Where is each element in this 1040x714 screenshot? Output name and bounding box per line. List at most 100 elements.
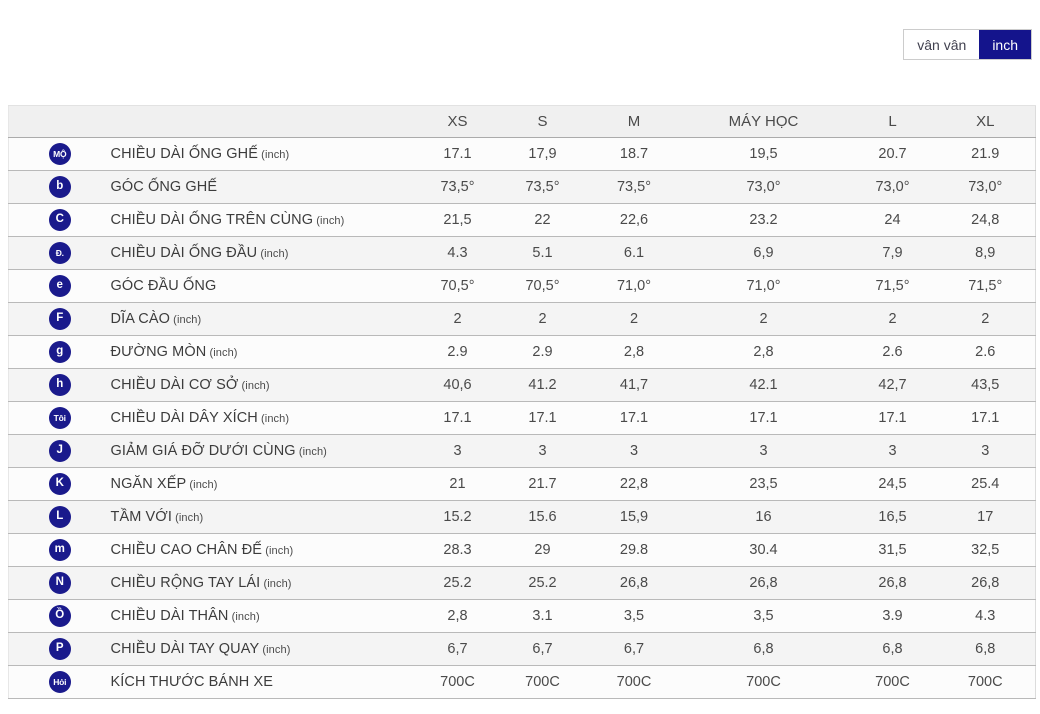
cell-value: 73,5° [616, 179, 652, 195]
table-row: C CHIỀU DÀI ỐNG TRÊN CÙNG (inch) 21,5 22 22,… [8, 203, 1036, 237]
cell-value: 23,5 [749, 476, 778, 492]
table-row: J GIẢM GIÁ ĐỠ DƯỚI CÙNG (inch) 3 3 3 3 3 3 [8, 434, 1036, 468]
cell-value: 2 [629, 311, 639, 327]
row-unit: (inch) [186, 479, 218, 491]
row-label-text: TẦM VỚI [110, 509, 172, 525]
cell-value: 29 [534, 542, 551, 558]
cell-value: 700C [967, 674, 1003, 690]
row-label: DĨA CÀO (inch) [111, 303, 421, 336]
badge-cell: h [9, 369, 111, 402]
cell-value: 21,5 [443, 212, 472, 228]
cell-value: 73,0° [746, 179, 781, 195]
row-badge: MỘ [48, 143, 71, 165]
column-header: S [537, 113, 548, 130]
cell-value: 3 [538, 443, 547, 459]
badge-cell: J [9, 435, 111, 468]
table-row: N CHIỀU RỘNG TAY LÁI (inch) 25.2 25.2 26,8 26… [8, 566, 1036, 600]
cell-value: 3,5 [623, 608, 645, 624]
row-label-text: DĨA CÀO [110, 311, 171, 327]
cell-value: 7,9 [882, 245, 903, 261]
label-column-header [111, 106, 421, 138]
cell-value: 8,9 [975, 245, 996, 261]
cell-value: 2 [453, 311, 462, 327]
cell-value: 6,8 [882, 641, 903, 657]
badge-cell: Tôi [9, 402, 111, 435]
cell-value: 5.1 [532, 245, 553, 261]
unit-toggle-cm-button[interactable]: vân vân [904, 30, 980, 59]
cell-value: 17.1 [878, 410, 907, 426]
row-badge: Đ. [48, 242, 71, 264]
cell-value: 3 [629, 443, 639, 459]
row-label-text: CHIỀU DÀI THÂN [110, 608, 229, 624]
cell-value: 17.1 [443, 146, 472, 162]
badge-cell: Hỏi [9, 666, 111, 699]
cell-value: 15,9 [619, 509, 649, 525]
row-label-text: CHIỀU DÀI TAY QUAY [110, 641, 260, 657]
row-badge: Tôi [48, 407, 71, 429]
cell-value: 17.1 [749, 410, 778, 426]
column-header: L [888, 113, 897, 130]
row-label: CHIỀU DÀI THÂN (inch) [111, 600, 421, 633]
cell-value: 3,5 [753, 608, 774, 624]
cell-value: 3 [888, 443, 897, 459]
table-row: m CHIỀU CAO CHÂN ĐẾ (inch) 28.3 29 29.8 30.4 3… [8, 533, 1036, 567]
cell-value: 700C [440, 674, 475, 690]
cell-value: 18.7 [619, 146, 649, 162]
row-unit: (inch) [259, 644, 291, 656]
cell-value: 26,8 [971, 575, 1000, 591]
row-label: NGĂN XẾP (inch) [111, 468, 421, 501]
cell-value: 23.2 [749, 212, 778, 228]
row-badge: C [48, 209, 71, 231]
row-badge: L [48, 506, 71, 528]
table-row: e GÓC ĐẦU ỐNG 70,5° 70,5° 71,0° 71,0° 71,5° 71,… [8, 269, 1036, 303]
cell-value: 22,6 [619, 212, 649, 228]
row-unit: (inch) [257, 248, 289, 260]
cell-value: 17,9 [528, 146, 557, 162]
table-row: K NGĂN XẾP (inch) 21 21.7 22,8 23,5 24,5 25.4 [8, 467, 1036, 501]
cell-value: 15.2 [443, 509, 472, 525]
row-badge: N [48, 572, 71, 594]
table-row: Tôi CHIỀU DÀI DÂY XÍCH (inch) 17.1 17.1 17.1… [8, 401, 1036, 435]
geometry-table: XS S M MÁY HỌC L XL MỘ CHIỀU DÀI ỐNG GHẾ (inch… [8, 105, 1036, 699]
table-row: Ồ CHIỀU DÀI THÂN (inch) 2,8 3.1 3,5 3,5 3.9 4.3 [8, 599, 1036, 633]
cell-value: 31,5 [878, 542, 907, 558]
row-badge: Ồ [48, 605, 71, 627]
row-unit: (inch) [260, 578, 292, 590]
cell-value: 6,8 [975, 641, 996, 657]
cell-value: 2.6 [882, 344, 903, 360]
row-label: CHIỀU DÀI TAY QUAY (inch) [111, 633, 421, 666]
row-label-text: GÓC ỐNG GHẾ [110, 179, 218, 195]
cell-value: 21.7 [528, 476, 557, 492]
row-label-text: CHIỀU DÀI ỐNG ĐẦU [110, 245, 258, 261]
row-unit: (inch) [313, 215, 345, 227]
cell-value: 2,8 [623, 344, 645, 360]
row-unit: (inch) [206, 347, 238, 359]
cell-value: 2,8 [753, 344, 774, 360]
cell-value: 71,0° [616, 278, 652, 294]
cell-value: 700C [746, 674, 781, 690]
row-label: GÓC ỐNG GHẾ [111, 171, 421, 204]
row-unit: (inch) [295, 446, 327, 458]
cell-value: 40,6 [443, 377, 472, 393]
row-label: TẦM VỚI (inch) [111, 501, 421, 534]
cell-value: 26,8 [749, 575, 778, 591]
column-header: XL [976, 113, 995, 130]
cell-value: 2,8 [447, 608, 468, 624]
cell-value: 41.2 [528, 377, 557, 393]
table-row: Hỏi KÍCH THƯỚC BÁNH XE 700C 700C 700C 700C 700… [8, 665, 1036, 699]
unit-toggle-inch-button[interactable]: inch [979, 30, 1031, 59]
unit-toggle: vân vân inch [903, 29, 1032, 60]
badge-cell: Ồ [9, 600, 111, 633]
row-label-text: CHIỀU DÀI ỐNG GHẾ [110, 146, 259, 162]
row-label-text: GIẢM GIÁ ĐỠ DƯỚI CÙNG [110, 443, 296, 459]
row-label: CHIỀU DÀI ỐNG TRÊN CÙNG (inch) [111, 204, 421, 237]
cell-value: 6,9 [753, 245, 774, 261]
cell-value: 29.8 [619, 542, 649, 558]
badge-cell: F [9, 303, 111, 336]
row-unit: (inch) [170, 314, 202, 326]
row-label-text: CHIỀU DÀI DÂY XÍCH [110, 410, 258, 426]
row-unit: (inch) [262, 545, 294, 557]
cell-value: 6,7 [623, 641, 645, 657]
cell-value: 700C [616, 674, 652, 690]
cell-value: 24,8 [971, 212, 1000, 228]
